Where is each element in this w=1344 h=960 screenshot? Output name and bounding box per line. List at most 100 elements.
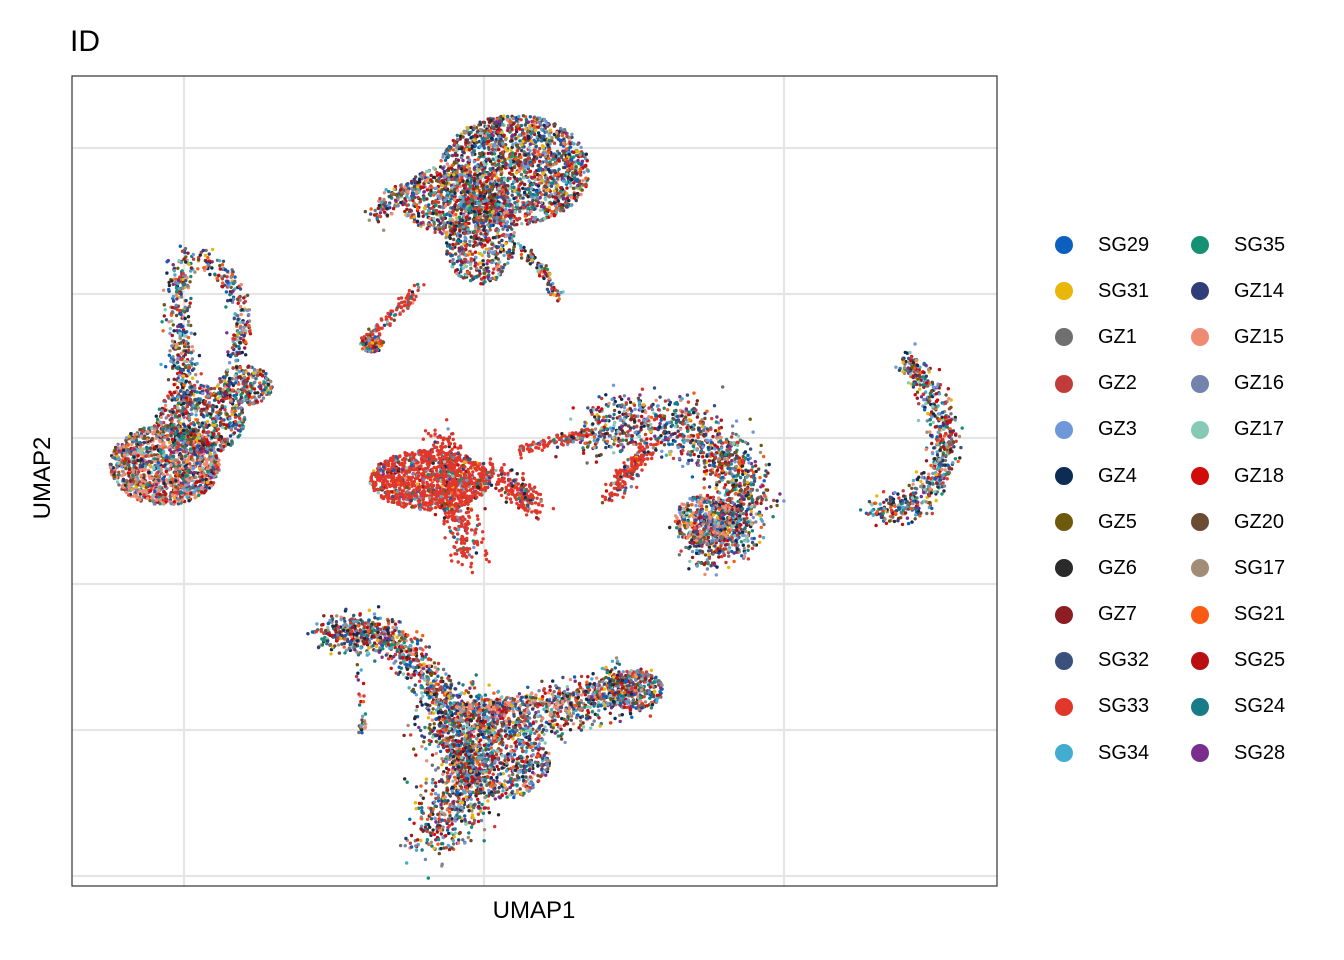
data-point [570, 135, 574, 140]
data-point [550, 287, 554, 291]
data-point [399, 188, 403, 192]
data-point [209, 484, 214, 488]
data-point [432, 216, 436, 221]
data-point [407, 292, 411, 296]
data-point [459, 147, 464, 151]
data-point [455, 133, 459, 138]
data-point [516, 124, 520, 128]
data-point [556, 184, 560, 188]
data-point [584, 152, 588, 156]
data-point [182, 471, 186, 475]
data-point [548, 147, 552, 152]
data-point [511, 133, 515, 137]
data-point [502, 253, 506, 258]
data-point [478, 144, 482, 149]
data-point [144, 454, 148, 458]
data-point [434, 203, 438, 207]
data-point [473, 224, 478, 228]
data-point [557, 158, 561, 162]
data-point [416, 285, 421, 290]
data-point [543, 216, 547, 221]
data-point [491, 236, 495, 240]
data-point [584, 183, 588, 187]
data-point [109, 465, 113, 470]
data-point [551, 157, 556, 161]
data-point [133, 493, 137, 497]
data-point [562, 128, 566, 132]
data-point [570, 132, 574, 136]
data-point [369, 330, 373, 334]
data-point [370, 341, 375, 345]
data-point [399, 296, 404, 300]
data-point [479, 265, 483, 270]
data-point [159, 444, 163, 448]
data-point [472, 138, 476, 142]
data-point [467, 251, 471, 255]
data-point [462, 232, 467, 236]
data-point [472, 126, 476, 130]
data-point [552, 169, 557, 173]
data-point [482, 268, 486, 272]
data-point [507, 249, 511, 253]
data-point [514, 143, 519, 147]
chart-title: ID [70, 25, 100, 58]
data-point [556, 137, 561, 141]
data-point [497, 134, 502, 138]
data-point [482, 194, 486, 199]
data-point [559, 290, 563, 295]
data-point [491, 271, 495, 275]
data-point [481, 186, 485, 191]
data-point [455, 178, 459, 182]
data-point [154, 414, 158, 418]
data-point [496, 195, 501, 199]
data-point [167, 467, 172, 472]
data-point [129, 432, 133, 436]
data-point [387, 194, 391, 199]
data-point [122, 473, 126, 477]
data-point [543, 138, 547, 142]
data-point [181, 460, 186, 464]
data-point [472, 160, 476, 164]
data-point [363, 209, 367, 214]
data-point [190, 477, 194, 481]
data-point [380, 318, 384, 322]
data-point [557, 191, 561, 195]
data-point [464, 131, 468, 135]
data-point [419, 221, 423, 225]
data-point [464, 174, 468, 178]
data-point [475, 179, 480, 183]
data-point [514, 137, 518, 141]
data-point [477, 251, 481, 256]
data-point [581, 178, 585, 183]
data-point [529, 248, 534, 252]
data-point [542, 117, 546, 122]
data-point [461, 150, 466, 155]
data-point [169, 483, 173, 488]
data-point [510, 145, 514, 149]
data-point [497, 234, 501, 239]
data-point [468, 170, 473, 174]
data-point [499, 247, 504, 251]
data-point [387, 203, 391, 207]
data-point [454, 212, 458, 217]
data-point [509, 124, 513, 128]
data-point [467, 200, 471, 205]
data-point [519, 206, 523, 210]
data-point [536, 125, 540, 129]
data-point [472, 191, 476, 195]
data-point [532, 151, 537, 155]
data-point [518, 127, 522, 131]
data-point [447, 210, 452, 214]
data-point [494, 228, 498, 232]
data-point [377, 344, 382, 349]
data-point [500, 188, 505, 192]
data-point [505, 210, 509, 214]
data-point [565, 186, 569, 190]
data-point [522, 131, 526, 136]
data-point [401, 309, 405, 313]
data-point [536, 150, 540, 154]
data-point [429, 178, 433, 182]
data-point [472, 220, 476, 224]
data-point [439, 193, 443, 197]
data-point [510, 139, 514, 143]
